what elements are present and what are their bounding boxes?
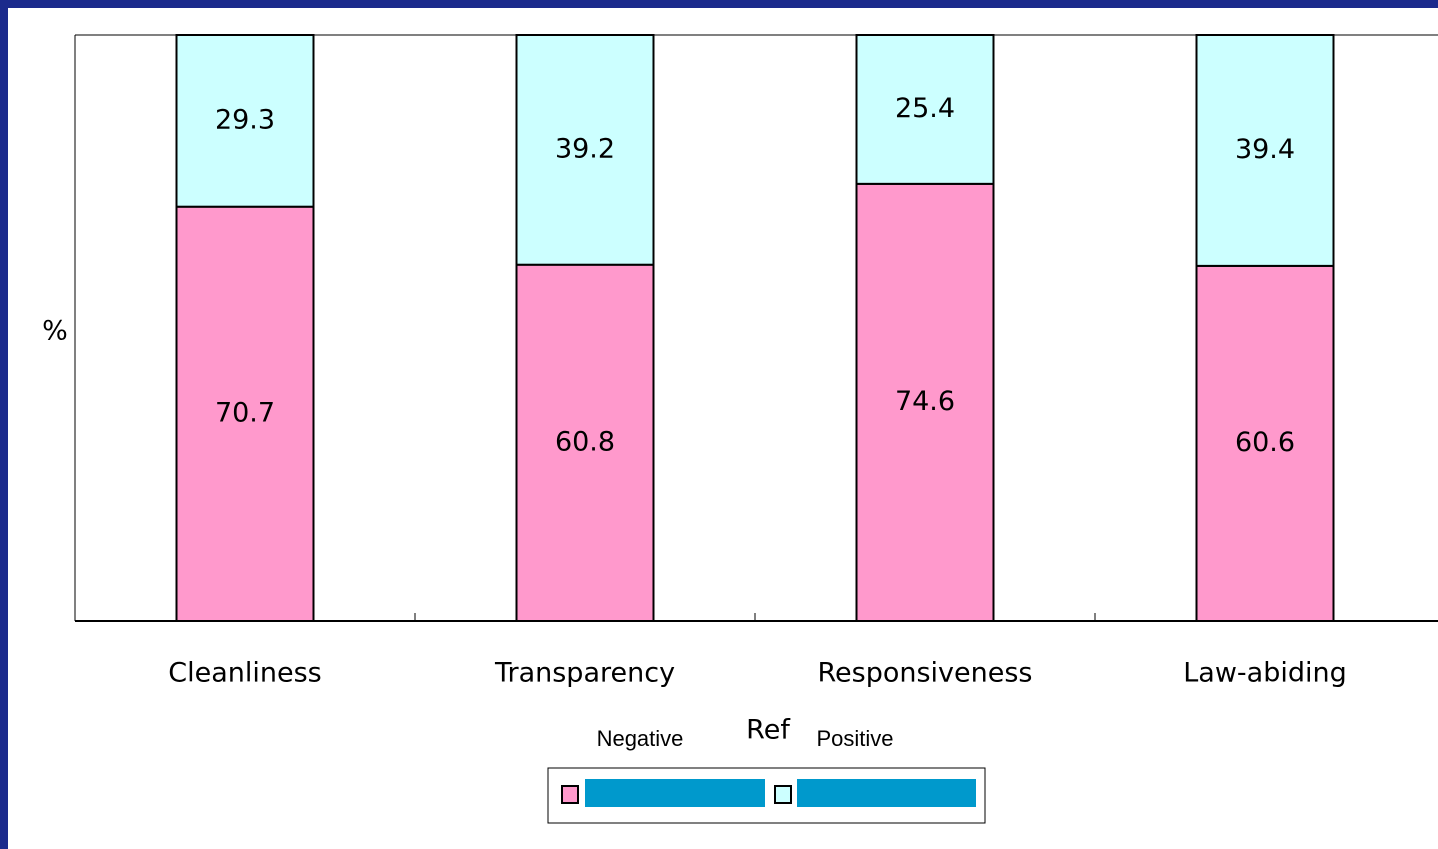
data-label: 60.6	[1235, 427, 1295, 458]
data-label: 60.8	[555, 426, 615, 457]
bar-segment	[1195, 264, 1335, 622]
legend-cover	[585, 779, 765, 807]
data-label: 29.3	[215, 104, 275, 135]
legend-swatch	[561, 785, 579, 804]
data-label: 39.4	[1235, 134, 1295, 165]
x-tick-label: Transparency	[494, 658, 675, 689]
bar-segment	[175, 34, 315, 208]
bar-segment	[855, 182, 995, 622]
legend-label: Positive	[816, 726, 893, 751]
bar-segment	[1195, 34, 1335, 267]
bar-segment	[515, 34, 655, 266]
legend-title: Ref	[746, 715, 791, 746]
x-tick-label: Responsiveness	[817, 658, 1032, 689]
x-tick-label: Cleanliness	[168, 658, 321, 689]
y-axis-label: %	[42, 316, 68, 347]
bar-segment	[855, 34, 995, 185]
data-label: 74.6	[895, 386, 955, 417]
data-label: 39.2	[555, 133, 615, 164]
legend-swatch	[774, 785, 792, 804]
legend-cover	[797, 779, 976, 807]
data-label: 25.4	[895, 93, 955, 124]
legend-label: Negative	[597, 726, 684, 751]
data-label: 70.7	[215, 397, 275, 428]
x-tick-label: Law-abiding	[1183, 658, 1347, 689]
